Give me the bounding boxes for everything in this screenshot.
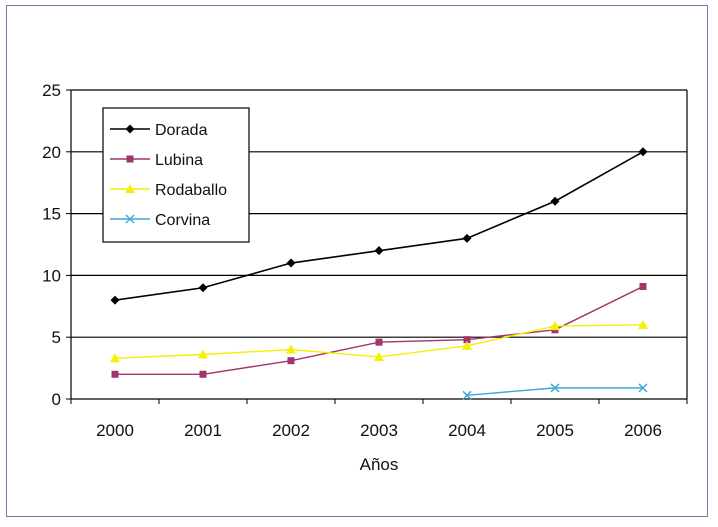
data-point-dorada xyxy=(550,196,560,206)
y-tick-label: 0 xyxy=(52,390,61,409)
data-point-rodaballo xyxy=(462,340,472,350)
x-tick-label: 2006 xyxy=(624,421,662,440)
y-tick-label: 5 xyxy=(52,328,61,347)
data-point-lubina xyxy=(463,336,471,344)
data-point-dorada xyxy=(638,147,648,157)
y-tick-label: 15 xyxy=(42,205,61,224)
data-point-lubina xyxy=(199,370,207,378)
data-point-rodaballo xyxy=(374,351,384,361)
data-point-rodaballo xyxy=(198,349,208,359)
y-tick-label: 20 xyxy=(42,143,61,162)
data-point-corvina xyxy=(638,383,648,393)
chart-frame: 0 5 10 15 20 25 2000 2001 2002 2003 2004 2005 2006 … xyxy=(6,5,708,517)
data-point-lubina xyxy=(375,338,383,346)
data-point-dorada xyxy=(462,233,472,243)
axes xyxy=(70,90,688,400)
x-tick-label: 2001 xyxy=(184,421,222,440)
data-point-dorada xyxy=(198,283,208,293)
x-axis-title: Años xyxy=(360,455,399,474)
marker-stroke xyxy=(125,214,135,224)
legend-marker-rodaballo xyxy=(125,184,135,193)
x-tick-label: 2004 xyxy=(448,421,486,440)
x-tick-label: 2002 xyxy=(272,421,310,440)
series-line-corvina xyxy=(466,387,643,396)
x-tick-label: 2005 xyxy=(536,421,574,440)
legend-label-corvina: Corvina xyxy=(155,212,210,229)
series-line-lubina xyxy=(115,285,644,375)
legend-label-dorada: Dorada xyxy=(155,122,208,139)
data-point-rodaballo xyxy=(550,321,560,331)
marker-stroke xyxy=(462,390,472,400)
legend-label-rodaballo: Rodaballo xyxy=(155,182,227,199)
marker-stroke xyxy=(550,383,560,393)
data-point-lubina xyxy=(639,283,647,291)
data-point-corvina xyxy=(550,383,560,393)
data-point-lubina xyxy=(111,370,119,378)
legend-marker-dorada xyxy=(125,124,135,134)
data-point-dorada xyxy=(110,295,120,305)
data-point-dorada xyxy=(374,246,384,256)
data-point-rodaballo xyxy=(638,319,648,329)
y-tick-label: 25 xyxy=(42,81,61,100)
marker-stroke xyxy=(638,383,648,393)
data-point-rodaballo xyxy=(286,344,296,354)
y-tick-label: 10 xyxy=(42,266,61,285)
data-point-rodaballo xyxy=(110,353,120,363)
legend: Dorada Lubina Rodaballo Corvina xyxy=(102,107,250,243)
data-point-corvina xyxy=(462,390,472,400)
x-axis-ticks: 2000 2001 2002 2003 2004 2005 2006 xyxy=(70,399,688,440)
data-point-lubina xyxy=(287,357,295,365)
x-tick-label: 2000 xyxy=(96,421,134,440)
data-point-dorada xyxy=(286,258,296,268)
legend-marker-corvina xyxy=(125,214,135,224)
legend-marker-lubina xyxy=(126,155,134,163)
y-axis-ticks: 0 5 10 15 20 25 xyxy=(42,81,71,409)
x-tick-label: 2003 xyxy=(360,421,398,440)
legend-label-lubina: Lubina xyxy=(155,152,203,169)
series-markers xyxy=(110,147,648,400)
